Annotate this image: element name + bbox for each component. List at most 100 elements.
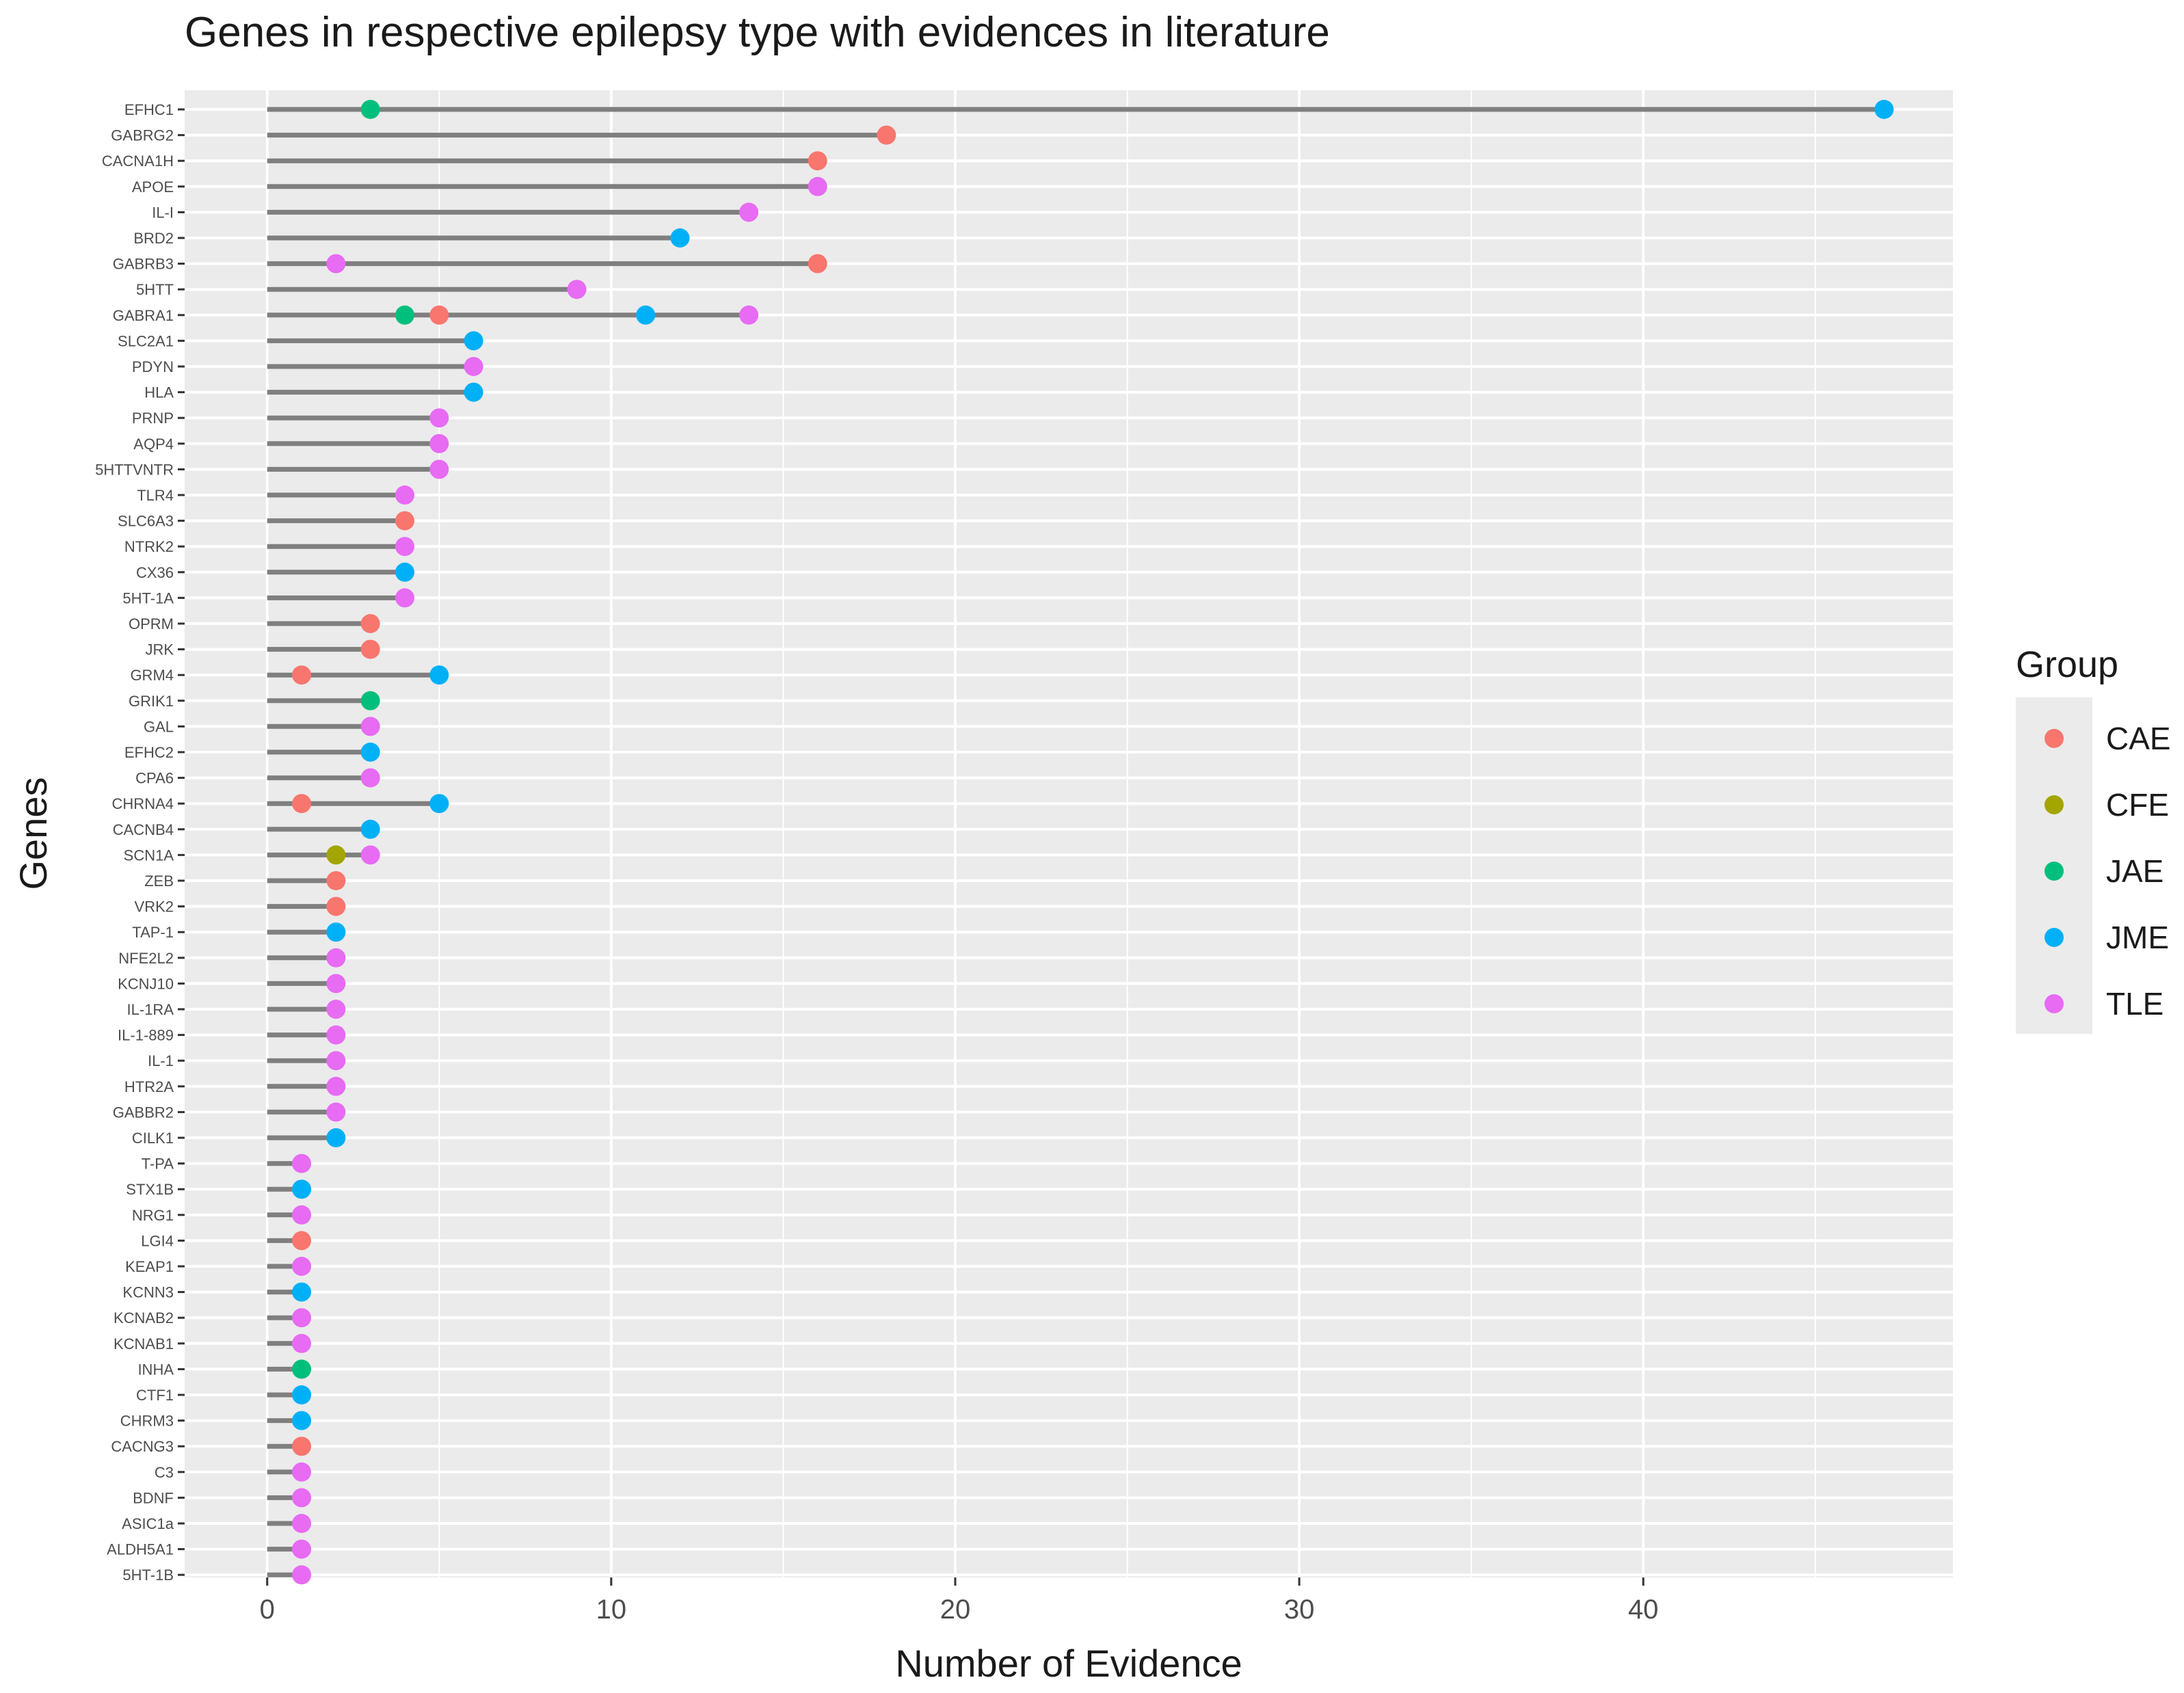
data-point-tle: [326, 1025, 346, 1045]
data-point-cae: [326, 896, 346, 916]
data-point-cae: [326, 871, 346, 890]
x-tick-label: 10: [596, 1595, 627, 1625]
legend-label-jae: JAE: [2106, 853, 2163, 889]
data-point-jme: [292, 1411, 312, 1430]
data-point-jme: [292, 1179, 312, 1199]
y-tick-label: TLR4: [137, 487, 174, 504]
data-point-jme: [1874, 100, 1894, 119]
y-tick-label: INHA: [137, 1361, 174, 1378]
data-point-jme: [326, 1128, 346, 1147]
data-point-jme: [429, 794, 449, 814]
data-point-tle: [739, 305, 759, 325]
data-point-tle: [429, 408, 449, 428]
legend-key-jae: [2045, 862, 2064, 881]
data-point-tle: [429, 434, 449, 453]
data-point-tle: [326, 254, 346, 274]
data-point-tle: [292, 1257, 312, 1276]
y-tick-label: KCNN3: [122, 1284, 174, 1301]
data-point-tle: [395, 537, 414, 557]
legend-key-cae: [2045, 729, 2064, 748]
data-point-cae: [877, 125, 896, 145]
x-tick-label: 30: [1284, 1595, 1315, 1625]
data-point-cae: [292, 794, 312, 814]
y-tick-label: APOE: [132, 178, 174, 196]
y-tick-label: CACNA1H: [102, 152, 174, 170]
data-point-tle: [292, 1462, 312, 1482]
data-point-jme: [360, 743, 380, 762]
data-point-cae: [395, 511, 414, 531]
legend-key-tle: [2045, 994, 2064, 1013]
y-tick-label: CX36: [136, 564, 174, 581]
y-tick-label: GRM4: [130, 667, 174, 684]
y-tick-label: PDYN: [132, 358, 174, 375]
x-tick-label: 0: [260, 1595, 275, 1625]
data-point-jme: [464, 382, 483, 402]
y-tick-label: GABBR2: [113, 1104, 174, 1121]
y-tick-label: 5HTTVNTR: [95, 461, 174, 478]
legend-title: Group: [2016, 644, 2118, 685]
y-tick-label: GRIK1: [129, 693, 174, 710]
data-point-cae: [808, 254, 827, 274]
data-point-cae: [808, 151, 827, 171]
y-tick-label: T-PA: [142, 1156, 174, 1173]
data-point-jme: [670, 228, 690, 248]
data-point-tle: [292, 1333, 312, 1353]
data-point-tle: [326, 1076, 346, 1096]
y-tick-label: CACNG3: [111, 1438, 174, 1455]
data-point-jme: [636, 305, 656, 325]
data-point-tle: [326, 1102, 346, 1122]
y-tick-label: EFHC2: [124, 744, 174, 761]
data-point-jme: [292, 1282, 312, 1302]
y-tick-label: ZEB: [144, 872, 174, 890]
y-tick-label: GABRG2: [111, 127, 174, 144]
y-tick-label: KCNJ10: [118, 975, 174, 992]
y-tick-label: KCNAB1: [114, 1335, 174, 1352]
data-point-tle: [360, 845, 380, 865]
data-point-tle: [326, 1051, 346, 1071]
y-tick-label: VRK2: [135, 898, 174, 916]
y-tick-label: STX1B: [126, 1181, 174, 1198]
data-point-tle: [292, 1539, 312, 1559]
data-point-tle: [292, 1488, 312, 1508]
y-tick-label: JRK: [145, 641, 174, 658]
y-tick-label: ASIC1a: [122, 1515, 174, 1532]
data-point-cae: [360, 614, 380, 633]
data-point-jme: [326, 922, 346, 942]
y-tick-label: CPA6: [135, 770, 174, 787]
data-point-jme: [292, 1385, 312, 1404]
legend-label-cfe: CFE: [2106, 787, 2169, 823]
y-tick-label: EFHC1: [124, 101, 174, 118]
data-point-cae: [360, 639, 380, 659]
data-point-cae: [429, 305, 449, 325]
data-point-cae: [292, 1231, 312, 1251]
y-tick-label: NFE2L2: [118, 950, 174, 967]
y-tick-label: HLA: [144, 384, 174, 401]
x-axis-title: Number of Evidence: [895, 1642, 1242, 1685]
y-tick-label: C3: [155, 1464, 174, 1481]
data-point-tle: [395, 485, 414, 505]
legend: Group CAE CFE JAE JME TLE: [2016, 644, 2171, 1034]
data-point-tle: [292, 1565, 312, 1585]
y-tick-label: GABRA1: [113, 307, 174, 324]
y-tick-label: 5HTT: [136, 281, 174, 298]
data-point-jme: [464, 331, 483, 351]
y-tick-label: GABRB3: [113, 256, 174, 273]
y-tick-label: SLC6A3: [118, 513, 174, 530]
legend-key-jme: [2045, 928, 2064, 947]
data-point-tle: [292, 1205, 312, 1225]
y-tick-label: CACNB4: [113, 821, 174, 838]
x-tick-label: 20: [940, 1595, 971, 1625]
data-point-jme: [360, 819, 380, 839]
data-point-tle: [292, 1514, 312, 1533]
y-tick-label: BDNF: [133, 1489, 174, 1506]
y-tick-label: IL-I: [152, 204, 174, 221]
data-point-jae: [360, 100, 380, 119]
data-point-tle: [360, 768, 380, 788]
data-marks: [267, 100, 1894, 1585]
data-point-tle: [292, 1154, 312, 1173]
data-point-jae: [395, 305, 414, 325]
y-axis-title: Genes: [12, 777, 55, 890]
data-point-tle: [429, 459, 449, 479]
